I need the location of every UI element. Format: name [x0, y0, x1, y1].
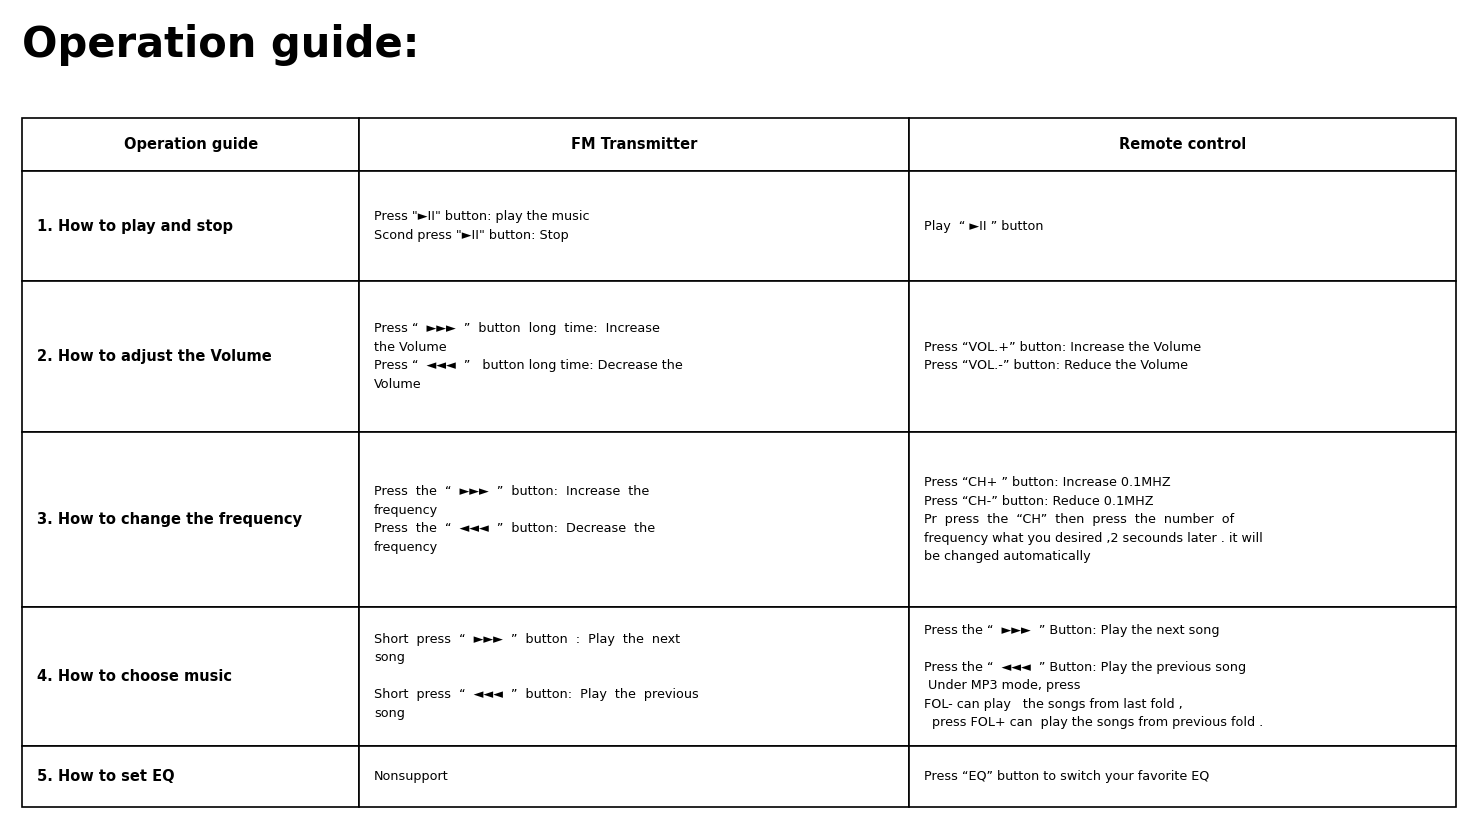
Bar: [359, 432, 909, 607]
Text: Nonsupport: Nonsupport: [374, 770, 449, 782]
Text: Operation guide: Operation guide: [124, 137, 257, 152]
Bar: [359, 171, 909, 281]
Bar: [909, 118, 1456, 171]
Bar: [22, 432, 359, 607]
Bar: [22, 118, 359, 171]
Bar: [22, 171, 359, 281]
Text: FM Transmitter: FM Transmitter: [571, 137, 698, 152]
Bar: [909, 171, 1456, 281]
Text: 2. How to adjust the Volume: 2. How to adjust the Volume: [37, 349, 272, 364]
Bar: [22, 281, 359, 432]
Text: Press “EQ” button to switch your favorite EQ: Press “EQ” button to switch your favorit…: [924, 770, 1209, 782]
Bar: [359, 607, 909, 746]
Bar: [359, 281, 909, 432]
Text: 5. How to set EQ: 5. How to set EQ: [37, 769, 174, 784]
Bar: [22, 746, 359, 807]
Text: Play  “ ►II ” button: Play “ ►II ” button: [924, 220, 1043, 232]
Text: Press “CH+ ” button: Increase 0.1MHZ
Press “CH-” button: Reduce 0.1MHZ
Pr  press: Press “CH+ ” button: Increase 0.1MHZ Pre…: [924, 476, 1262, 563]
Bar: [909, 607, 1456, 746]
Bar: [359, 118, 909, 171]
Text: 3. How to change the frequency: 3. How to change the frequency: [37, 512, 302, 527]
Bar: [22, 607, 359, 746]
Text: Press  the  “  ►►►  ”  button:  Increase  the
frequency
Press  the  “  ◄◄◄  ”  b: Press the “ ►►► ” button: Increase the f…: [374, 485, 655, 554]
Text: Press "►II" button: play the music
Scond press "►II" button: Stop: Press "►II" button: play the music Scond…: [374, 210, 590, 242]
Text: Remote control: Remote control: [1119, 137, 1246, 152]
Text: Press “  ►►►  ”  button  long  time:  Increase
the Volume
Press “  ◄◄◄  ”   butt: Press “ ►►► ” button long time: Increase…: [374, 322, 683, 391]
Text: Operation guide:: Operation guide:: [22, 24, 420, 67]
Text: 1. How to play and stop: 1. How to play and stop: [37, 218, 234, 234]
Bar: [359, 746, 909, 807]
Text: Press the “  ►►►  ” Button: Play the next song

Press the “  ◄◄◄  ” Button: Play: Press the “ ►►► ” Button: Play the next …: [924, 623, 1264, 729]
Text: Short  press  “  ►►►  ”  button  :  Play  the  next
song

Short  press  “  ◄◄◄  : Short press “ ►►► ” button : Play the ne…: [374, 633, 699, 720]
Bar: [909, 281, 1456, 432]
Text: 4. How to choose music: 4. How to choose music: [37, 669, 232, 684]
Bar: [909, 432, 1456, 607]
Text: Press “VOL.+” button: Increase the Volume
Press “VOL.-” button: Reduce the Volum: Press “VOL.+” button: Increase the Volum…: [924, 341, 1202, 372]
Bar: [909, 746, 1456, 807]
